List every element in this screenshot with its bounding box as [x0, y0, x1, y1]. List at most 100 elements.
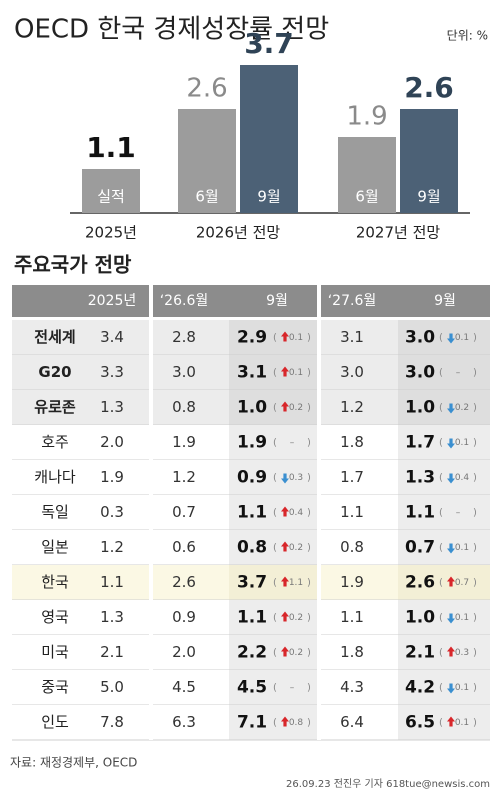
- cell-value: 2.2: [237, 643, 267, 663]
- cell-value: 7.1: [237, 713, 267, 733]
- country: 유로존: [34, 398, 76, 416]
- paren: ): [473, 508, 477, 519]
- change: 0.1: [455, 333, 469, 343]
- paren: (: [439, 438, 443, 449]
- value-label: 2.6: [404, 71, 454, 104]
- paren: (: [273, 648, 277, 659]
- value-label: 3.7: [244, 27, 294, 60]
- arrow-up: [281, 366, 289, 377]
- col-highlight: [229, 355, 317, 390]
- arrow-up: [281, 716, 289, 727]
- country: 캐나다: [34, 468, 76, 486]
- cell-value: 2.6: [172, 573, 196, 591]
- country: 미국: [41, 643, 69, 661]
- bar: [400, 109, 458, 213]
- col-highlight: [398, 320, 490, 355]
- cell-value: 3.0: [405, 363, 435, 383]
- col-highlight: [229, 390, 317, 425]
- cell-value: 3.4: [100, 328, 124, 346]
- cell-value: 1.1: [405, 503, 435, 523]
- header-cell: ‘26.6월: [160, 293, 209, 309]
- change: –: [290, 438, 295, 448]
- country: 독일: [41, 503, 69, 521]
- arrow-up: [447, 576, 455, 587]
- cell-value: 1.2: [172, 468, 196, 486]
- country: 호주: [41, 433, 69, 451]
- cell-value: 7.8: [100, 713, 124, 731]
- arrow-down: [447, 683, 455, 694]
- paren: (: [273, 543, 277, 554]
- change: 0.1: [289, 333, 303, 343]
- change: 0.4: [455, 473, 470, 483]
- paren: ): [307, 438, 311, 449]
- paren: ): [307, 403, 311, 414]
- paren: (: [439, 543, 443, 554]
- col-highlight: [398, 705, 490, 740]
- cell-value: 1.0: [237, 398, 267, 418]
- credit: 26.09.23 전진우 기자 618tue@newsis.com: [286, 778, 490, 790]
- cell-value: 6.3: [172, 713, 196, 731]
- col-highlight: [398, 425, 490, 460]
- header-cell: 9월: [266, 293, 288, 309]
- cell-value: 3.3: [100, 363, 124, 381]
- cell-value: 6.4: [340, 713, 364, 731]
- unit: 단위: %: [447, 29, 488, 43]
- bar-label: 9월: [417, 188, 440, 206]
- arrow-up: [281, 611, 289, 622]
- paren: ): [307, 368, 311, 379]
- paren: ): [307, 613, 311, 624]
- cell-value: 1.1: [340, 608, 364, 626]
- paren: (: [273, 578, 277, 589]
- cell-value: 2.0: [100, 433, 124, 451]
- cell-value: 2.9: [237, 328, 267, 348]
- cell-value: 3.0: [340, 363, 364, 381]
- col-highlight: [398, 635, 490, 670]
- cell-value: 1.9: [172, 433, 196, 451]
- paren: (: [273, 333, 277, 344]
- col-gap: [149, 285, 153, 740]
- arrow-up: [447, 716, 455, 727]
- col-highlight: [398, 670, 490, 705]
- cell-value: 0.9: [237, 468, 267, 488]
- arrow-up: [281, 331, 289, 342]
- cell-value: 0.6: [172, 538, 196, 556]
- change: 0.4: [289, 508, 304, 518]
- change: 0.2: [289, 613, 303, 623]
- change: 0.1: [455, 543, 469, 553]
- paren: ): [473, 333, 477, 344]
- cell-value: 1.3: [405, 468, 435, 488]
- group-label: 2025년: [85, 224, 137, 242]
- cell-value: 4.3: [340, 678, 364, 696]
- paren: (: [439, 578, 443, 589]
- col-highlight: [398, 565, 490, 600]
- bar: [178, 109, 236, 213]
- col-highlight: [229, 600, 317, 635]
- source: 자료: 재정경제부, OECD: [10, 756, 137, 770]
- cell-value: 0.3: [100, 503, 124, 521]
- bar-label: 9월: [257, 188, 280, 206]
- cell-value: 4.5: [172, 678, 196, 696]
- paren: (: [439, 613, 443, 624]
- col-highlight: [398, 390, 490, 425]
- cell-value: 0.8: [237, 538, 267, 558]
- paren: (: [439, 718, 443, 729]
- cell-value: 1.2: [340, 398, 364, 416]
- change: –: [456, 508, 461, 518]
- paren: ): [473, 438, 477, 449]
- group-label: 2027년 전망: [356, 224, 441, 242]
- cell-value: 2.6: [405, 573, 435, 593]
- paren: ): [307, 718, 311, 729]
- bar: [82, 169, 140, 213]
- cell-value: 2.0: [172, 643, 196, 661]
- header-cell: 9월: [434, 293, 456, 309]
- paren: ): [473, 718, 477, 729]
- cell-value: 1.8: [340, 433, 364, 451]
- country: 전세계: [34, 328, 75, 346]
- change: 0.2: [289, 403, 303, 413]
- paren: ): [473, 683, 477, 694]
- col-highlight: [229, 635, 317, 670]
- paren: ): [473, 403, 477, 414]
- cell-value: 0.7: [172, 503, 196, 521]
- change: 0.1: [455, 718, 469, 728]
